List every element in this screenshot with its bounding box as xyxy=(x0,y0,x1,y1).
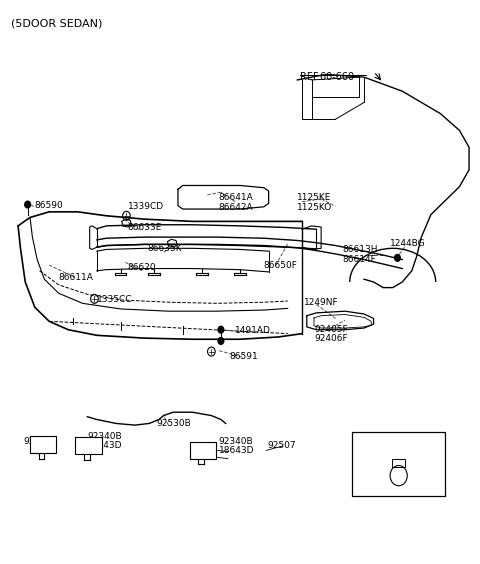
Text: 86590: 86590 xyxy=(35,201,63,210)
Text: 1339CD: 1339CD xyxy=(128,202,164,211)
Text: 86650F: 86650F xyxy=(263,261,297,270)
Text: 86641A: 86641A xyxy=(218,193,253,202)
Text: 86611A: 86611A xyxy=(59,273,94,282)
Text: 1249NF: 1249NF xyxy=(304,298,339,307)
Text: 86614F: 86614F xyxy=(343,255,376,264)
Text: 86633E: 86633E xyxy=(128,223,162,231)
Text: 86591: 86591 xyxy=(229,351,258,360)
Text: 92508B: 92508B xyxy=(24,437,58,446)
Text: 86620: 86620 xyxy=(128,263,156,272)
Text: 18643D: 18643D xyxy=(218,446,254,455)
Text: 92530B: 92530B xyxy=(156,419,191,428)
FancyBboxPatch shape xyxy=(190,442,216,459)
Text: 92405F: 92405F xyxy=(314,325,348,334)
Circle shape xyxy=(218,338,224,344)
Text: (5DOOR SEDAN): (5DOOR SEDAN) xyxy=(11,18,102,28)
Circle shape xyxy=(25,201,31,208)
Text: 1244BG: 1244BG xyxy=(390,239,426,248)
Text: 92406F: 92406F xyxy=(314,334,348,342)
Text: 92507: 92507 xyxy=(267,442,296,451)
Text: 86635K: 86635K xyxy=(147,244,181,253)
Text: 86642A: 86642A xyxy=(218,203,253,212)
FancyBboxPatch shape xyxy=(75,438,102,454)
Text: 1125KE: 1125KE xyxy=(297,193,332,202)
Circle shape xyxy=(218,327,224,333)
Text: 1491AD: 1491AD xyxy=(235,327,271,336)
Text: 1221AC: 1221AC xyxy=(359,436,393,445)
Circle shape xyxy=(395,254,400,261)
Text: 1335CC: 1335CC xyxy=(97,296,132,305)
Text: REF.60-660: REF.60-660 xyxy=(300,72,354,82)
Text: 92340B: 92340B xyxy=(87,432,122,441)
Text: 18643D: 18643D xyxy=(87,442,123,451)
FancyBboxPatch shape xyxy=(30,437,56,453)
FancyBboxPatch shape xyxy=(352,432,445,496)
Text: 92340B: 92340B xyxy=(218,437,253,446)
Text: 86613H: 86613H xyxy=(343,245,378,254)
Text: 1125KO: 1125KO xyxy=(297,203,333,212)
